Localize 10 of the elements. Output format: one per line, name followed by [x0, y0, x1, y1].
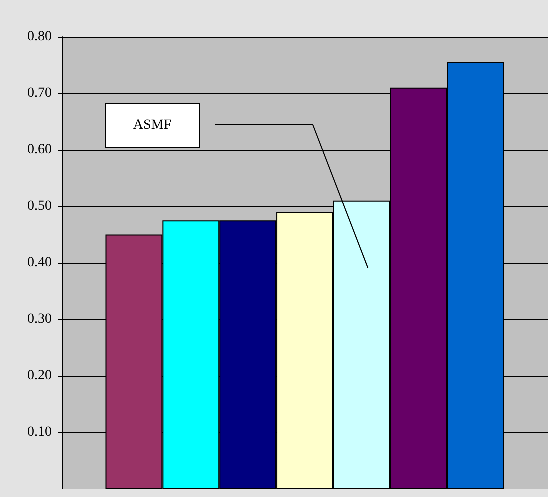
y-tick-label: 0.30 [28, 312, 52, 327]
y-tick-label: 0.70 [28, 86, 52, 101]
y-tick-label: 0.20 [28, 368, 52, 384]
callout: ASMF [105, 103, 369, 269]
y-tick-label: 0.50 [28, 199, 52, 214]
y-tick-label: 0.10 [28, 425, 52, 440]
y-tick-label: 0.40 [28, 256, 52, 270]
annotation: ASMF [105, 103, 200, 148]
y-tick-label: 0.60 [28, 142, 52, 158]
y-tick-label: 0.80 [28, 30, 52, 44]
